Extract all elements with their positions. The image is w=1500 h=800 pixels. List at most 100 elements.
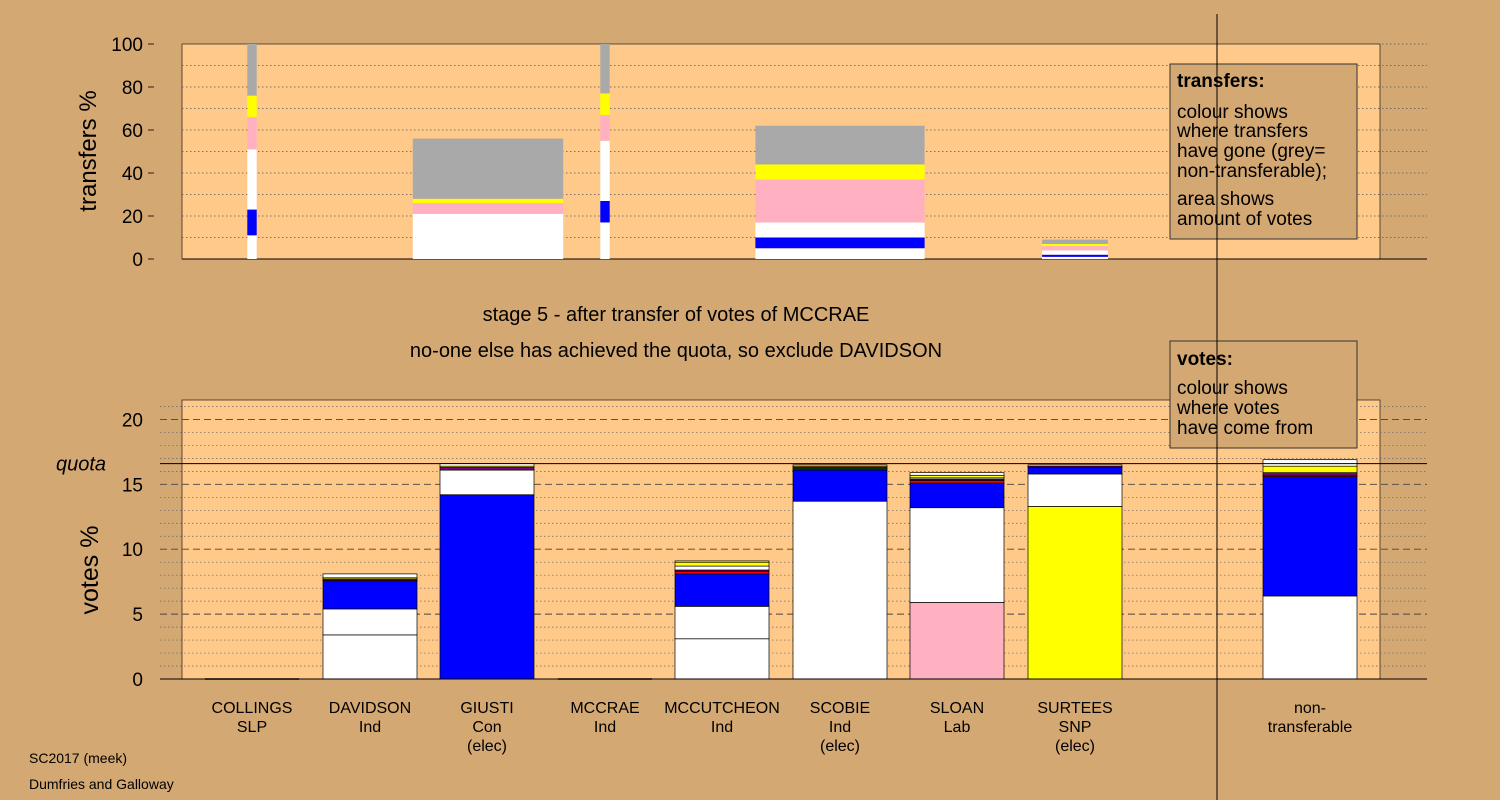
transfer-segment — [600, 44, 610, 94]
votes-ytick-label: 15 — [122, 475, 143, 496]
transfers-ytick-label: 0 — [132, 250, 143, 271]
vote-segment — [674, 560, 770, 563]
vote-segment — [439, 467, 535, 471]
vote-segment — [674, 565, 770, 571]
transfer-bar-collings — [247, 44, 257, 259]
vote-segment — [1262, 472, 1358, 476]
votes-legend-line: colour shows — [1177, 378, 1288, 399]
category-label: Ind — [829, 719, 851, 736]
vote-segment — [909, 507, 1005, 603]
category-label: SLOAN — [930, 700, 984, 717]
transfers-ylabel: transfers % — [75, 90, 102, 211]
vote-segment — [322, 634, 418, 680]
vote-segment — [909, 480, 1005, 484]
vote-bar — [439, 463, 535, 680]
category-label: SURTEES — [1037, 700, 1112, 717]
transfers-legend-line: non-transferable); — [1177, 161, 1327, 182]
transfer-segment — [247, 117, 257, 150]
transfer-segment — [1042, 256, 1108, 259]
transfer-segment — [247, 95, 257, 118]
transfers-legend — [1169, 63, 1358, 240]
votes-legend-title: votes: — [1177, 349, 1233, 370]
transfer-segment — [412, 237, 564, 259]
transfer-segment — [247, 235, 257, 259]
vote-segment — [909, 474, 1005, 479]
vote-segment — [322, 573, 418, 579]
transfer-segment — [412, 203, 564, 214]
category-label: DAVIDSON — [329, 700, 411, 717]
transfer-segment — [600, 222, 610, 259]
votes-ytick-label: 20 — [122, 410, 143, 431]
category-label: MCCUTCHEON — [664, 700, 780, 717]
category-label: SLP — [237, 719, 267, 736]
transfer-segment — [1042, 243, 1108, 247]
transfer-segment — [1042, 239, 1108, 244]
vote-segment — [909, 472, 1005, 476]
transfer-segment — [755, 164, 925, 180]
category-label: (elec) — [1055, 738, 1095, 755]
votes-legend — [1169, 340, 1358, 449]
vote-segment — [439, 494, 535, 680]
vote-segment — [1027, 506, 1123, 680]
stage-heading: stage 5 - after transfer of votes of MCC… — [483, 304, 870, 326]
quota-label: quota — [56, 454, 106, 476]
vote-segment — [1262, 476, 1358, 597]
transfers-ytick-label: 60 — [122, 121, 143, 142]
vote-segment — [322, 608, 418, 636]
category-label: COLLINGS — [212, 700, 293, 717]
category-label: MCCRAE — [570, 700, 639, 717]
vote-bar — [909, 472, 1005, 680]
category-label: Ind — [594, 719, 616, 736]
vote-segment — [1262, 459, 1358, 467]
transfer-segment — [600, 200, 610, 223]
transfer-segment — [755, 248, 925, 259]
transfer-segment — [755, 125, 925, 165]
vote-segment — [1262, 465, 1358, 474]
transfer-segment — [412, 138, 564, 199]
votes-ylabel: votes % — [76, 526, 104, 615]
vote-bar — [1262, 459, 1358, 680]
transfer-bar-scobie — [1042, 239, 1108, 259]
vote-segment — [674, 570, 770, 575]
transfers-ytick-label: 40 — [122, 164, 143, 185]
category-label: (elec) — [820, 738, 860, 755]
transfer-segment — [1042, 246, 1108, 251]
transfer-segment — [600, 140, 610, 201]
transfer-segment — [1042, 254, 1108, 257]
category-label: Lab — [944, 719, 971, 736]
votes-legend-line: have come from — [1177, 418, 1313, 439]
votes-ytick-label: 5 — [132, 605, 143, 626]
category-label: transferable — [1268, 719, 1353, 736]
votes-legend-line: where votes — [1176, 398, 1279, 419]
transfers-ytick-label: 20 — [122, 207, 143, 228]
transfer-segment — [247, 44, 257, 96]
transfer-bar-davidson — [412, 138, 564, 259]
vote-segment — [1027, 473, 1123, 507]
transfers-legend-box — [1169, 63, 1358, 240]
exclusion-heading: no-one else has achieved the quota, so e… — [410, 340, 942, 362]
vote-segment — [1027, 464, 1123, 467]
category-label: Ind — [359, 719, 381, 736]
transfer-segment — [755, 179, 925, 223]
vote-segment — [909, 482, 1005, 509]
transfer-segment — [755, 222, 925, 238]
votes-legend-box — [1169, 340, 1358, 449]
vote-segment — [1262, 595, 1358, 680]
transfers-legend-line: amount of votes — [1177, 209, 1312, 230]
votes-ytick-label: 0 — [132, 670, 143, 691]
transfers-ytick-label: 100 — [111, 35, 143, 56]
transfer-segment — [600, 93, 610, 115]
transfer-segment — [247, 149, 257, 210]
vote-bar — [674, 560, 770, 680]
vote-bar — [1027, 464, 1123, 680]
transfer-bar-mccutcheon — [755, 125, 925, 259]
category-label: Con — [472, 719, 501, 736]
category-label: (elec) — [467, 738, 507, 755]
category-label: SNP — [1059, 719, 1092, 736]
vote-bar — [322, 573, 418, 680]
transfer-segment — [412, 213, 564, 238]
vote-segment — [792, 469, 888, 502]
transfers-ytick-label: 80 — [122, 78, 143, 99]
transfers-legend-line: colour shows — [1177, 102, 1288, 123]
